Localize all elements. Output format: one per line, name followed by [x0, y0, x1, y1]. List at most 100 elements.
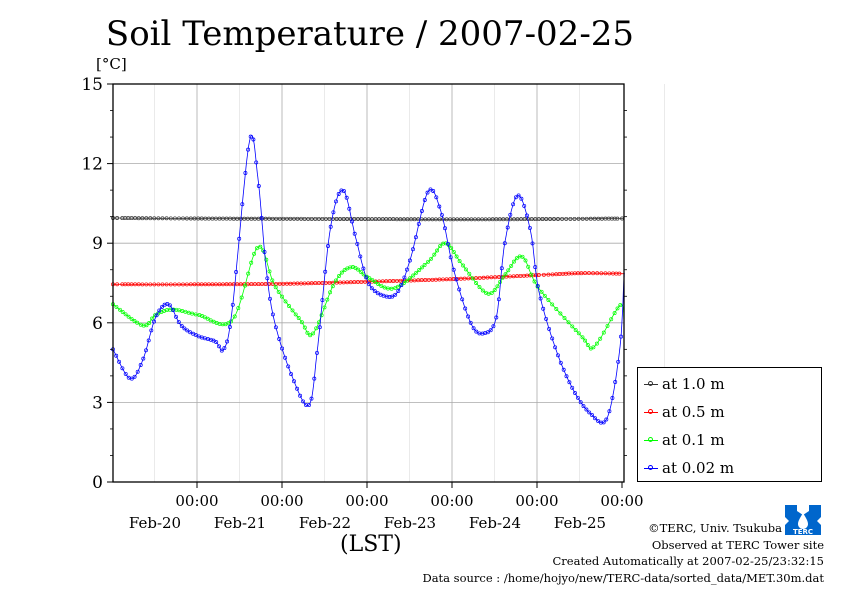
- series-point: [293, 312, 298, 317]
- series-point: [524, 213, 529, 218]
- series-point: [276, 289, 281, 294]
- series-point: [295, 281, 300, 286]
- series-point: [607, 409, 612, 414]
- series-point: [132, 319, 137, 323]
- series-point: [306, 403, 311, 408]
- series-point: [495, 284, 500, 289]
- series-point: [334, 199, 338, 204]
- series-point: [552, 217, 556, 221]
- series-point: [426, 217, 431, 222]
- series-point: [295, 216, 300, 221]
- series-point: [328, 290, 333, 295]
- series-point: [562, 316, 567, 320]
- series-point: [248, 134, 253, 139]
- series-point: [123, 371, 128, 376]
- series-point: [546, 298, 551, 302]
- series-point: [328, 224, 333, 229]
- series-point: [592, 216, 597, 221]
- series-point: [607, 271, 612, 276]
- series-point: [572, 216, 577, 221]
- series-point: [323, 269, 328, 274]
- series-point: [160, 216, 165, 221]
- series-point: [353, 265, 358, 270]
- x-tick-time-label: 00:00: [260, 492, 303, 510]
- series-point: [466, 314, 471, 319]
- series-point: [219, 348, 224, 353]
- series-point: [213, 282, 218, 287]
- series-point: [384, 217, 389, 222]
- series-point: [188, 330, 193, 335]
- series-point: [268, 296, 272, 301]
- series-point: [615, 306, 620, 311]
- series-point: [541, 306, 546, 311]
- series-point: [338, 217, 343, 221]
- series-point: [522, 217, 527, 222]
- series-point: [208, 318, 213, 323]
- series-point: [326, 244, 330, 248]
- series-point: [389, 286, 394, 291]
- series-point: [596, 216, 601, 221]
- source-text: Data source : /home/hojyo/new/TERC-data/…: [422, 570, 824, 585]
- series-point: [522, 203, 527, 208]
- series-point: [135, 320, 140, 325]
- series-point: [114, 304, 119, 309]
- series-point: [618, 303, 623, 308]
- series-point: [157, 308, 162, 313]
- series-point: [578, 400, 583, 405]
- series-point: [239, 295, 244, 300]
- series-point: [338, 280, 343, 285]
- series-point: [408, 276, 413, 281]
- series-point: [206, 282, 211, 287]
- series-point: [302, 281, 307, 286]
- series-point: [558, 311, 563, 316]
- legend-item: at 0.1 m: [644, 426, 725, 454]
- series-point: [172, 282, 177, 287]
- series-point: [503, 272, 508, 277]
- series-point: [539, 289, 544, 294]
- series-point: [177, 216, 181, 221]
- series-point: [188, 216, 193, 221]
- series-point: [512, 259, 516, 264]
- series-point: [583, 271, 588, 276]
- series-layer: [111, 134, 625, 425]
- series-point: [588, 216, 593, 221]
- series-line: [112, 242, 625, 349]
- series-line: [113, 272, 624, 285]
- series-point: [186, 310, 191, 315]
- series-point: [188, 282, 193, 287]
- series-point: [149, 328, 154, 333]
- series-point: [220, 322, 225, 327]
- series-point: [405, 267, 409, 272]
- series-point: [426, 259, 431, 264]
- series-point: [129, 376, 134, 381]
- series-point: [352, 217, 357, 221]
- series-point: [480, 288, 485, 293]
- series-point: [359, 279, 364, 284]
- series-point: [359, 217, 364, 221]
- series-point: [399, 283, 404, 288]
- series-point: [490, 217, 495, 222]
- series-point: [435, 248, 440, 253]
- series-point: [174, 314, 178, 319]
- series-point: [550, 302, 555, 307]
- series-point: [474, 329, 479, 334]
- series-point: [298, 393, 303, 398]
- series-point: [181, 282, 185, 287]
- series-at-0-02-m: [111, 134, 625, 425]
- legend-label: at 0.1 m: [662, 431, 725, 449]
- series-point: [599, 271, 604, 276]
- series-point: [283, 355, 288, 360]
- series-point: [199, 282, 204, 287]
- series-line: [113, 217, 624, 220]
- series-point: [546, 272, 551, 277]
- series-point: [550, 336, 555, 341]
- y-tick-label: 12: [81, 155, 103, 175]
- series-point: [376, 282, 381, 286]
- series-point: [254, 246, 259, 251]
- series-point: [596, 418, 600, 423]
- series-point: [342, 189, 346, 194]
- credits: ©TERC, Univ. Tsukuba Observed at TERC To…: [422, 520, 824, 586]
- series-point: [516, 193, 521, 198]
- series-point: [177, 282, 181, 287]
- series-point: [322, 305, 327, 310]
